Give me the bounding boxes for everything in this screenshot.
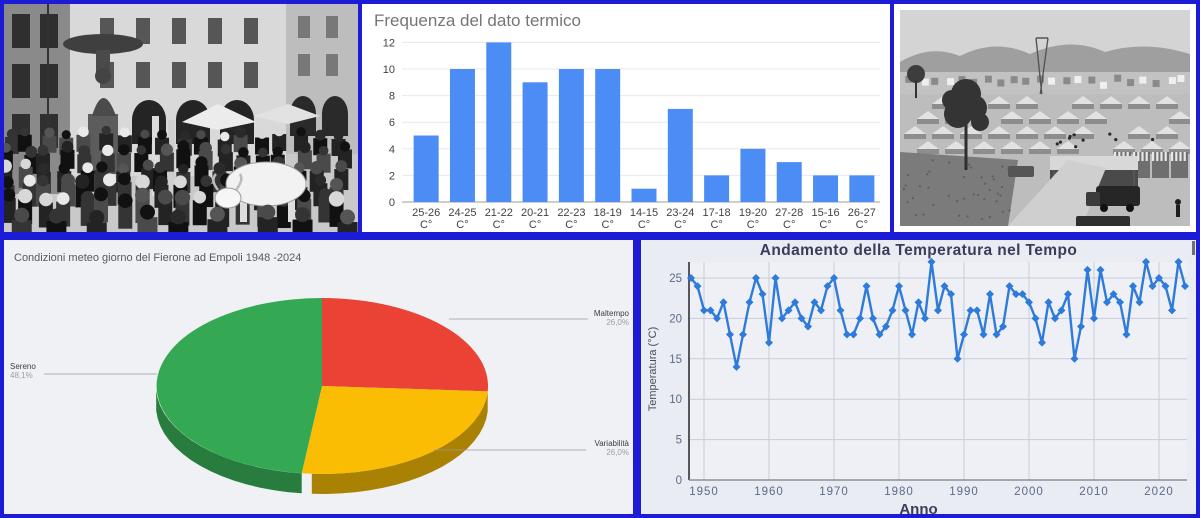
svg-text:2010: 2010 — [1079, 486, 1109, 498]
svg-text:C°: C° — [456, 219, 468, 231]
crowd-photo-illustration — [4, 4, 358, 232]
pie-chart-title: Condizioni meteo giorno del Fierone ad E… — [14, 252, 302, 264]
svg-text:C°: C° — [493, 219, 505, 231]
line-chart-y-axis-label: Temperatura (°C) — [647, 326, 659, 412]
svg-text:C°: C° — [747, 219, 759, 231]
bar-chart-title: Frequenza del dato termico — [374, 11, 581, 30]
svg-text:6: 6 — [389, 117, 395, 129]
pie-label-sereno-name: Sereno — [10, 362, 36, 371]
historical-photo-crowd — [4, 4, 358, 232]
bar-chart-panel: Frequenza del dato termico 0 2 4 6 8 10 12 25-2… — [362, 4, 890, 232]
line-chart-panel: 1950 1960 1970 1980 1990 2000 2010 2020 0 5 10 15 20… — [641, 240, 1196, 514]
fountain-statue — [92, 98, 116, 116]
svg-text:C°: C° — [529, 219, 541, 231]
pie-label-variabilita-pct: 26,0% — [606, 448, 629, 457]
line-chart-x-axis-label: Anno — [899, 501, 938, 514]
svg-text:1960: 1960 — [754, 486, 784, 498]
svg-text:8: 8 — [389, 91, 395, 103]
svg-text:21-22: 21-22 — [485, 207, 513, 219]
scrollbar[interactable] — [1192, 241, 1195, 255]
tree — [942, 79, 989, 170]
pie-label-maltempo-name: Maltempo — [593, 309, 629, 318]
svg-text:1980: 1980 — [884, 486, 914, 498]
svg-text:C°: C° — [565, 219, 577, 231]
svg-text:C°: C° — [674, 219, 686, 231]
svg-text:27-28: 27-28 — [775, 207, 803, 219]
svg-text:19-20: 19-20 — [739, 207, 767, 219]
svg-text:C°: C° — [783, 219, 795, 231]
svg-text:22-23: 22-23 — [557, 207, 585, 219]
svg-text:1990: 1990 — [949, 486, 979, 498]
svg-text:C°: C° — [638, 219, 650, 231]
svg-text:C°: C° — [420, 219, 432, 231]
svg-text:26-27: 26-27 — [848, 207, 876, 219]
svg-text:24-25: 24-25 — [448, 207, 476, 219]
svg-text:2: 2 — [389, 170, 395, 182]
pie-chart — [44, 298, 588, 494]
svg-text:C°: C° — [602, 219, 614, 231]
svg-text:1950: 1950 — [689, 486, 719, 498]
svg-text:17-18: 17-18 — [703, 207, 731, 219]
svg-text:C°: C° — [710, 219, 722, 231]
svg-text:5: 5 — [676, 435, 682, 447]
line-chart-title: Andamento della Temperatura nel Tempo — [759, 242, 1078, 259]
svg-text:15-16: 15-16 — [811, 207, 839, 219]
svg-text:12: 12 — [383, 37, 395, 49]
svg-text:1970: 1970 — [819, 486, 849, 498]
pie-label-maltempo: Maltempo 26,0% — [583, 309, 629, 327]
pie-label-sereno-pct: 48,1% — [10, 371, 33, 380]
svg-text:2020: 2020 — [1144, 486, 1174, 498]
svg-text:14-15: 14-15 — [630, 207, 658, 219]
svg-text:4: 4 — [389, 144, 395, 156]
svg-text:10: 10 — [669, 394, 682, 406]
svg-text:25-26: 25-26 — [412, 207, 440, 219]
svg-text:C°: C° — [819, 219, 831, 231]
historical-photo-fairground — [894, 4, 1196, 232]
svg-text:20-21: 20-21 — [521, 207, 549, 219]
pie-label-maltempo-pct: 26,0% — [606, 318, 629, 327]
svg-text:0: 0 — [676, 475, 682, 487]
line-chart: 1950 1960 1970 1980 1990 2000 2010 2020 0 5 10 15 20… — [669, 257, 1189, 498]
svg-text:0: 0 — [389, 197, 395, 209]
svg-text:10: 10 — [383, 64, 395, 76]
pie-label-variabilita: Variabilità 26,0% — [579, 439, 629, 457]
svg-text:C°: C° — [856, 219, 868, 231]
svg-text:15: 15 — [669, 354, 682, 366]
svg-text:18-19: 18-19 — [594, 207, 622, 219]
bar-chart: 02468101225-26C°24-25C°21-22C°20-21C°22-… — [383, 37, 880, 231]
pie-chart-panel: Condizioni meteo giorno del Fierone ad E… — [4, 240, 633, 514]
pie-label-variabilita-name: Variabilità — [594, 439, 629, 448]
svg-text:25: 25 — [669, 273, 682, 285]
fairground-photo-illustration — [900, 10, 1190, 226]
svg-text:20: 20 — [669, 313, 682, 325]
white-ox — [212, 161, 307, 222]
pie-label-sereno: Sereno 48,1% — [10, 362, 70, 380]
svg-text:23-24: 23-24 — [666, 207, 694, 219]
truck — [1086, 186, 1140, 212]
svg-text:2000: 2000 — [1014, 486, 1044, 498]
